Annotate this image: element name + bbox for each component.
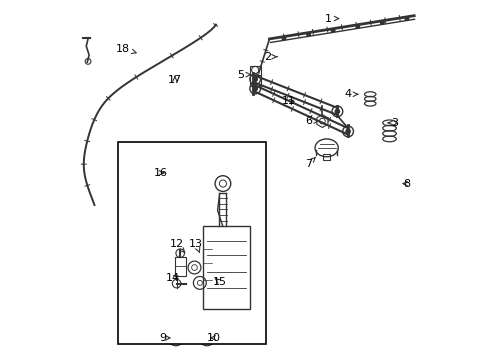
Text: 16: 16 [153,168,167,178]
Text: 3: 3 [387,118,397,128]
Bar [203,226,249,309]
Bar [175,257,185,276]
Text: 17: 17 [167,75,182,85]
Text: 12: 12 [169,239,184,252]
Circle shape [335,109,339,113]
Circle shape [331,29,334,32]
Text: 14: 14 [165,273,180,283]
Text: 7: 7 [305,157,315,169]
Text: 15: 15 [212,277,226,287]
Text: 4: 4 [344,89,357,99]
Circle shape [355,25,359,28]
Circle shape [282,37,285,40]
Circle shape [253,86,257,91]
Text: 9: 9 [159,333,170,343]
Circle shape [345,129,349,134]
Bar [118,143,265,344]
Text: 13: 13 [189,239,203,252]
Circle shape [253,77,257,81]
Circle shape [380,21,384,24]
Text: 8: 8 [402,179,410,189]
Text: 11: 11 [282,96,296,107]
Text: 18: 18 [116,44,136,54]
Circle shape [306,33,310,36]
Text: 1: 1 [325,14,338,23]
Text: 5: 5 [237,69,250,80]
Text: 2: 2 [264,52,276,62]
Bar [249,66,260,86]
Text: 10: 10 [207,333,221,343]
Bar [323,154,329,160]
Circle shape [405,17,408,21]
Text: 6: 6 [305,116,318,126]
